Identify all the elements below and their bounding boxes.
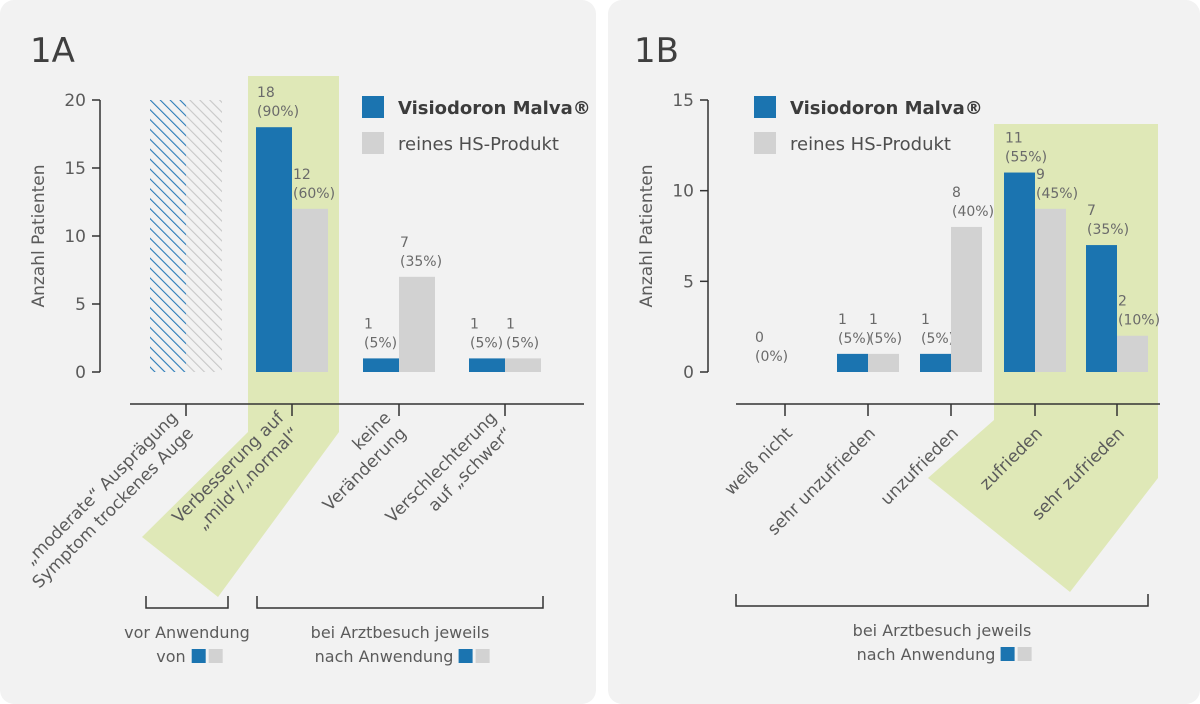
bar-value-label: 11 (55%) bbox=[1005, 131, 1047, 166]
bar-value-label: 1 (5%) bbox=[470, 316, 503, 351]
group-bracket bbox=[735, 594, 1149, 607]
group-swatch-hs-produkt bbox=[475, 649, 490, 663]
bar-visiodoron bbox=[363, 358, 399, 372]
y-tick-label: 10 bbox=[672, 182, 694, 202]
y-tick-label: 15 bbox=[64, 159, 86, 179]
bar-value-label: 12 (60%) bbox=[293, 167, 335, 202]
bar-value-label: 7 (35%) bbox=[1087, 203, 1129, 238]
bar-visiodoron bbox=[1086, 245, 1117, 372]
bar-value-label: 1 (5%) bbox=[364, 316, 397, 351]
bar-visiodoron bbox=[1004, 172, 1035, 372]
legend-swatch-visiodoron bbox=[754, 96, 776, 118]
bar-hs-produkt bbox=[951, 226, 982, 372]
bar-value-label: 1 (5%) bbox=[869, 312, 902, 347]
legend-swatch-hs-produkt bbox=[754, 132, 776, 154]
bar-value-label: 1 (5%) bbox=[838, 312, 871, 347]
group-swatch-visiodoron bbox=[191, 649, 206, 663]
group-caption: vor Anwendung von bbox=[124, 623, 250, 666]
legend-label: reines HS-Produkt bbox=[790, 134, 951, 155]
bar-hs-produkt bbox=[505, 358, 541, 372]
bar-value-label: 2 (10%) bbox=[1118, 294, 1160, 329]
y-tick-label: 0 bbox=[683, 363, 694, 383]
bar-visiodoron bbox=[256, 127, 292, 372]
group-swatch-hs-produkt bbox=[1017, 647, 1032, 661]
group-bracket bbox=[145, 596, 229, 609]
bar-value-label: 1 (5%) bbox=[921, 312, 954, 347]
y-axis-title: Anzahl Patienten bbox=[29, 164, 49, 307]
bar-hs-produkt bbox=[292, 208, 328, 372]
panel-label: 1A bbox=[30, 31, 75, 71]
y-tick-label: 20 bbox=[64, 91, 86, 111]
legend-swatch-hs-produkt bbox=[362, 132, 384, 154]
chart-1b-svg: 1B 0 5 10 15 Anzahl Patienten 0 (0%) weiß nicht 1… bbox=[634, 31, 1160, 664]
bar-value-label: 9 (45%) bbox=[1036, 167, 1078, 202]
chart-1a-svg: 1A 0 5 10 15 20 Anzahl Patienten „moderate“ Aus… bbox=[13, 31, 591, 666]
legend-swatch-visiodoron bbox=[362, 96, 384, 118]
bar-visiodoron bbox=[150, 100, 186, 372]
group-bracket bbox=[256, 596, 544, 609]
bar-value-label: 0 (0%) bbox=[755, 330, 788, 365]
legend-label: Visiodoron Malva® bbox=[790, 98, 983, 119]
bar-visiodoron bbox=[920, 353, 951, 372]
y-tick-label: 5 bbox=[683, 272, 694, 292]
bar-hs-produkt bbox=[186, 100, 222, 372]
group-caption: bei Arztbesuch jeweils nach Anwendung bbox=[853, 621, 1032, 664]
group-swatch-visiodoron bbox=[458, 649, 473, 663]
bar-visiodoron bbox=[469, 358, 505, 372]
bar-hs-produkt bbox=[1117, 335, 1148, 372]
group-caption: bei Arztbesuch jeweils nach Anwendung bbox=[311, 623, 490, 666]
chart-panel-1b: 1B 0 5 10 15 Anzahl Patienten 0 (0%) weiß nicht 1… bbox=[608, 0, 1200, 704]
chart-panel-1a: 1A 0 5 10 15 20 Anzahl Patienten „moderate“ Aus… bbox=[0, 0, 596, 704]
y-tick-label: 5 bbox=[75, 295, 86, 315]
legend-label: Visiodoron Malva® bbox=[398, 98, 591, 119]
bar-hs-produkt bbox=[1035, 208, 1066, 372]
x-category-label: „moderate“ AusprägungSymptom trockenes A… bbox=[13, 408, 198, 593]
bar-hs-produkt bbox=[868, 353, 899, 372]
bar-value-label: 7 (35%) bbox=[400, 235, 442, 270]
y-tick-label: 0 bbox=[75, 363, 86, 383]
x-category-label: Verschlechterungauf „schwer“ bbox=[382, 408, 517, 543]
bar-visiodoron bbox=[837, 353, 868, 372]
y-tick-label: 10 bbox=[64, 227, 86, 247]
bar-hs-produkt bbox=[399, 276, 435, 372]
group-swatch-visiodoron bbox=[1000, 647, 1015, 661]
group-swatch-hs-produkt bbox=[208, 649, 223, 663]
bar-value-label: 18 (90%) bbox=[257, 85, 299, 120]
bar-value-label: 8 (40%) bbox=[952, 185, 994, 220]
x-category-label: weiß nicht bbox=[721, 423, 797, 499]
panel-label: 1B bbox=[634, 31, 679, 71]
y-tick-label: 15 bbox=[672, 91, 694, 111]
legend-label: reines HS-Produkt bbox=[398, 134, 559, 155]
y-axis-title: Anzahl Patienten bbox=[637, 164, 657, 307]
bar-value-label: 1 (5%) bbox=[506, 316, 539, 351]
